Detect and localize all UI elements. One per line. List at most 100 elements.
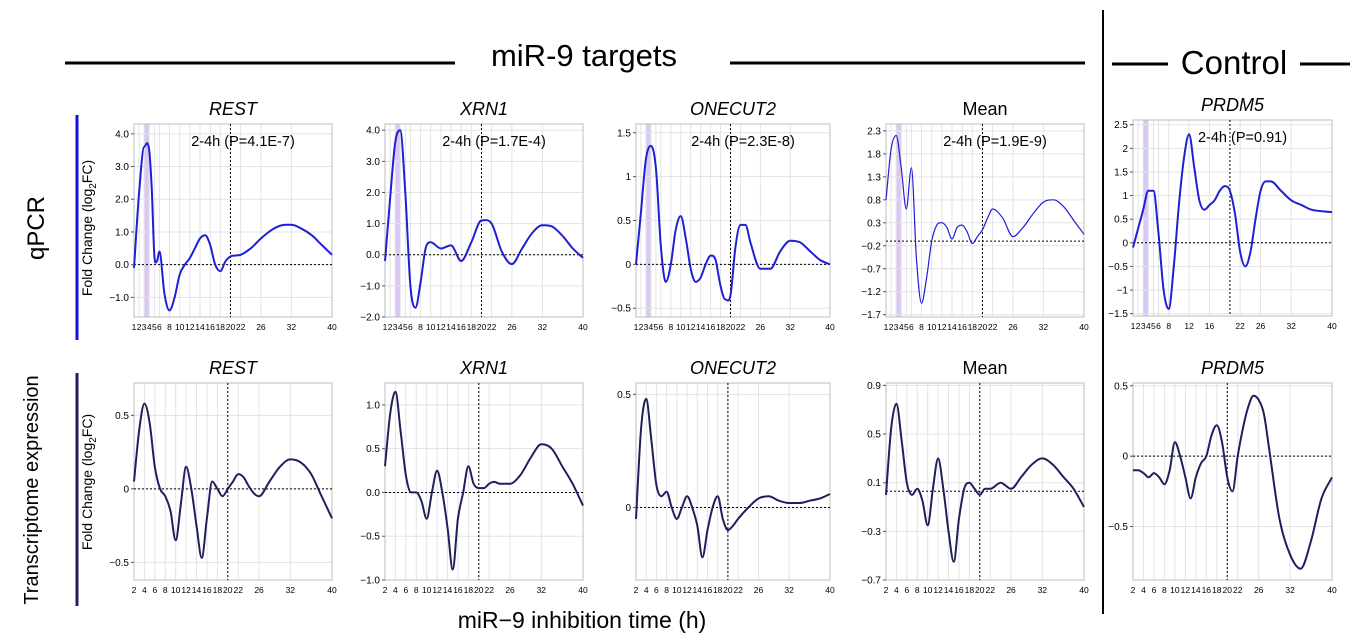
x-tick-label: 1 [884,322,889,332]
x-axis-title: miR−9 inhibition time (h) [458,607,707,633]
x-tick-label: 12 [436,322,446,332]
x-tick-label: 16 [954,585,964,595]
x-tick-label: 12 [686,322,696,332]
x-tick-label: 18 [213,585,223,595]
x-tick-label: 8 [1166,321,1171,331]
annotation-label: 2-4h (P=1.7E-4) [442,134,546,150]
chart-panel-qpcr-mean: 2.31.81.30.80.3−0.2−0.7−1.2−1.71 2 3 4 5 6 8 10… [861,99,1089,332]
plot-border [1132,119,1333,317]
plot-area [636,383,830,580]
x-tick-label: 8 [664,585,669,595]
x-tick-label: 18 [968,322,978,332]
x-tick-label: 6 [157,322,162,332]
y-tick-label: −0.5 [360,532,380,543]
chart-panel-transcriptome-rest: 0.5 0 −0.5 2 4 6 8 10 12 14 16 18 20 22 26 32 40 REST [109,358,337,595]
y-tick-label: 1.5 [1114,167,1128,178]
x-tick-label: 10 [676,322,686,332]
x-tick-label: 6 [659,322,664,332]
x-tick-label: 2 [132,585,137,595]
x-tick-label: 16 [202,585,212,595]
x-tick-label: 12 [432,585,442,595]
x-tick-label: 20 [223,585,233,595]
x-tick-label: 5 [1151,321,1156,331]
x-tick-label: 26 [1254,585,1264,595]
y-tick-label: 2.3 [867,126,881,137]
y-axis-title-qpcr: Fold Change (log2FC) [79,160,99,296]
x-tick-label: 16 [703,585,713,595]
panel-title: PRDM5 [1201,358,1265,378]
y-tick-label: 0.5 [617,216,631,227]
chart-panel-qpcr-xrn1: 4.03.02.01.00.0−1.0−2.01 2 3 4 5 6 8 10 12 14 16 18… [360,99,588,332]
x-tick-label: 22 [236,322,246,332]
series-line [885,402,1085,563]
x-tick-label: 26 [1006,585,1016,595]
x-tick-label: 16 [1202,585,1212,595]
x-tick-label: 2 [889,322,894,332]
series-line [885,134,1085,304]
x-tick-label: 22 [484,585,494,595]
x-tick-label: 14 [1191,585,1201,595]
x-tick-label: 6 [408,322,413,332]
x-tick-label: 3 [894,322,899,332]
x-tick-label: 2 [388,322,393,332]
y-tick-label: −0.7 [861,576,881,587]
chart-panel-qpcr-onecut2: 1.510.50−0.51 2 3 4 5 6 8 10 12 14 16 18 20 22 26 32 40O… [611,99,835,332]
x-tick-label: 32 [1286,321,1296,331]
y-tick-label: −1.0 [360,281,380,292]
x-tick-label: 40 [327,322,337,332]
y-tick-label: −2.0 [360,313,380,324]
x-tick-label: 14 [947,322,957,332]
y-tick-label: 1 [1122,191,1128,202]
x-tick-label: 2 [1136,321,1141,331]
x-tick-label: 10 [1170,585,1180,595]
y-tick-label: 0 [1122,238,1128,249]
chart-panels: 4.03.02.01.00.0−1.01 2 3 4 5 6 8 10 12 14 16 18 20 22… [109,95,1337,595]
y-tick-label: 0.5 [366,444,380,455]
y-tick-label: 1.5 [617,128,631,139]
x-tick-label: 20 [975,585,985,595]
x-tick-label: 14 [443,585,453,595]
x-tick-label: 16 [1205,321,1215,331]
x-tick-label: 40 [1079,322,1089,332]
x-tick-label: 26 [505,585,515,595]
x-tick-label: 26 [754,585,764,595]
annotation-label: 2-4h (P=1.9E-9) [943,134,1047,150]
highlight-band [896,124,902,317]
y-tick-label: 2.0 [115,195,129,206]
x-tick-label: 2 [639,322,644,332]
x-tick-label: 40 [578,585,588,595]
plot-border [384,382,584,581]
x-tick-label: 40 [1327,321,1337,331]
series-line [635,144,831,302]
x-tick-label: 20 [723,585,733,595]
x-tick-label: 12 [185,322,195,332]
y-tick-label: 0.0 [366,488,380,499]
x-tick-label: 26 [756,322,766,332]
plot-area [134,124,332,317]
y-tick-label: −0.7 [861,264,881,275]
x-tick-label: 22 [733,585,743,595]
x-tick-label: 40 [825,585,835,595]
x-tick-label: 32 [1039,322,1049,332]
x-tick-label: 14 [195,322,205,332]
panel-title: XRN1 [459,99,508,119]
highlight-band [1143,120,1149,316]
y-tick-label: 0.8 [867,195,881,206]
plot-border [384,123,584,318]
x-tick-label: 22 [988,322,998,332]
x-tick-label: 18 [965,585,975,595]
y-tick-label: 2.5 [1114,120,1128,131]
series-line [133,402,333,559]
x-tick-label: 18 [216,322,226,332]
x-tick-label: 26 [256,322,266,332]
x-tick-label: 40 [327,585,337,595]
chart-panel-transcriptome-onecut2: 0.5 0 2 4 6 8 10 12 14 16 18 20 22 26 32 40 ONECUT2 [617,358,835,595]
series-line [384,129,584,309]
x-tick-label: 20 [978,322,988,332]
y-tick-label: 0 [1122,452,1128,463]
row-label-transcriptome: Transcriptome expression [21,375,43,604]
y-tick-label: 0.5 [115,411,129,422]
y-tick-label: 1.0 [115,227,129,238]
x-tick-label: 16 [456,322,466,332]
plot-area [385,383,583,580]
